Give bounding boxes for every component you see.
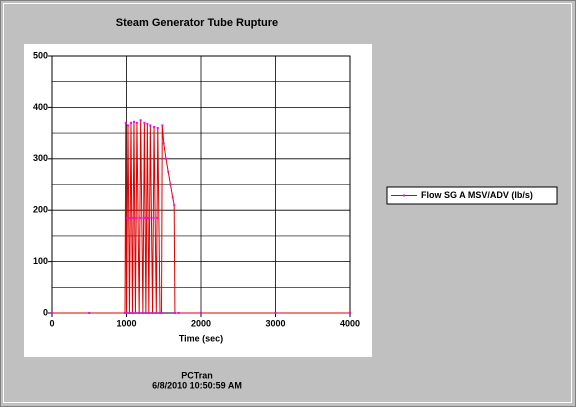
plot-panel — [24, 44, 372, 357]
x-tick-label: 3000 — [265, 318, 285, 328]
legend-label: Flow SG A MSV/ADV (lb/s) — [421, 190, 533, 200]
footer-date: 6/8/2010 10:50:59 AM — [152, 380, 242, 390]
data-point — [138, 216, 141, 219]
x-tick-label: 4000 — [340, 318, 360, 328]
data-point — [153, 125, 156, 128]
y-tick-label: 100 — [33, 256, 48, 266]
chart-title: Steam Generator Tube Rupture — [116, 17, 278, 29]
plot: 0 100 200 300 400 500 0 1000 2000 3000 4000 Flow SG… — [33, 50, 558, 328]
y-tick-label: 300 — [33, 153, 48, 163]
data-point — [135, 121, 138, 124]
data-point — [132, 120, 135, 123]
data-point — [142, 216, 145, 219]
data-point — [126, 216, 129, 219]
x-tick-label: 1000 — [116, 318, 136, 328]
data-point — [135, 216, 138, 219]
data-point — [131, 312, 134, 314]
data-point — [173, 312, 176, 314]
data-point — [143, 121, 146, 124]
data-point — [171, 196, 174, 199]
data-point — [51, 312, 53, 314]
data-point — [274, 312, 277, 314]
data-point — [88, 312, 91, 314]
data-point — [167, 170, 170, 173]
data-point — [155, 312, 158, 314]
frame — [3, 3, 572, 403]
data-point — [125, 312, 128, 314]
y-tick-label: 500 — [33, 50, 48, 60]
data-point — [141, 312, 144, 314]
data-point — [173, 204, 176, 207]
legend: Flow SG A MSV/ADV (lb/s) — [386, 186, 558, 205]
data-point — [349, 312, 351, 314]
data-point — [151, 312, 154, 314]
data-point — [200, 312, 202, 314]
data-point — [132, 216, 135, 219]
y-tick-label: 200 — [33, 205, 48, 215]
legend-marker — [403, 194, 405, 197]
data-point — [164, 157, 167, 160]
data-point — [129, 216, 132, 219]
data-point — [139, 119, 142, 122]
data-point — [156, 216, 159, 219]
data-point — [124, 121, 127, 124]
data-point — [160, 312, 163, 314]
data-point — [128, 312, 131, 314]
data-point — [138, 312, 141, 314]
data-point — [147, 312, 150, 314]
data-point — [124, 312, 127, 314]
data-point — [134, 312, 137, 314]
footer-app: PCTran — [181, 370, 213, 380]
data-point — [146, 122, 149, 125]
data-point — [152, 216, 155, 219]
data-point — [145, 216, 148, 219]
data-point — [129, 121, 132, 124]
data-point — [177, 312, 180, 314]
y-tick-label: 400 — [33, 102, 48, 112]
data-point — [159, 312, 162, 314]
series-line — [52, 120, 350, 314]
data-point — [169, 183, 172, 186]
data-point — [144, 312, 147, 314]
data-point — [126, 124, 129, 127]
x-tick-label: 0 — [49, 318, 54, 328]
y-tick-label: 0 — [43, 307, 48, 317]
data-point — [162, 142, 165, 145]
legend-box — [386, 186, 558, 205]
data-point — [148, 216, 151, 219]
data-point — [149, 124, 152, 127]
x-tick-label: 2000 — [191, 318, 211, 328]
x-axis-label: Time (sec) — [179, 333, 223, 343]
data-point — [156, 126, 159, 129]
data-point — [161, 124, 164, 127]
